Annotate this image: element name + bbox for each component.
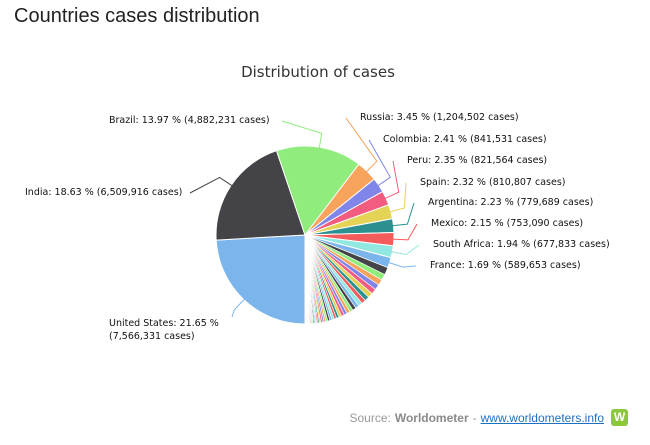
chart-title: Distribution of cases — [241, 63, 395, 81]
page-title: Countries cases distribution — [14, 5, 260, 27]
label-mexico: Mexico: 2.15 % (753,090 cases) — [431, 218, 583, 229]
label-connectors — [189, 117, 420, 318]
label-russia: Russia: 3.45 % (1,204,502 cases) — [360, 112, 519, 123]
pie-slices — [215, 145, 395, 325]
connector-russia — [345, 117, 378, 175]
connector-france — [385, 261, 417, 268]
connector-peru — [382, 160, 400, 201]
label-argentina: Argentina: 2.23 % (779,689 cases) — [428, 197, 593, 208]
label-united-states: United States: 21.65 % — [109, 318, 219, 329]
connector-mexico — [389, 223, 418, 241]
worldometer-logo-icon: W — [611, 409, 628, 426]
source-credit: Source: Worldometer - www.worldometers.i… — [349, 409, 628, 426]
connector-united-states — [231, 296, 247, 318]
label-spain: Spain: 2.32 % (810,807 cases) — [420, 177, 566, 188]
label-france: France: 1.69 % (589,653 cases) — [430, 260, 581, 271]
source-link[interactable]: www.worldometers.info — [480, 410, 604, 425]
connector-south-africa — [388, 244, 420, 256]
label-brazil: Brazil: 13.97 % (4,882,231 cases) — [109, 115, 270, 126]
source-name: Worldometer — [394, 410, 469, 425]
connector-spain — [386, 182, 407, 214]
connector-india — [189, 176, 235, 194]
label-peru: Peru: 2.35 % (821,564 cases) — [407, 155, 547, 166]
label-south-africa: South Africa: 1.94 % (677,833 cases) — [433, 239, 610, 250]
source-separator: - — [472, 410, 477, 425]
pie-chart: Distribution of cases United States: 21.… — [25, 63, 610, 342]
label-india: India: 18.63 % (6,509,916 cases) — [25, 187, 182, 198]
label-united-states-cases: (7,566,331 cases) — [109, 331, 195, 342]
source-prefix: Source: — [349, 410, 391, 425]
connector-colombia — [368, 139, 391, 188]
connector-argentina — [389, 202, 415, 227]
connector-brazil — [281, 120, 323, 152]
pie-slice-united-states[interactable] — [215, 234, 306, 325]
label-colombia: Colombia: 2.41 % (841,531 cases) — [383, 134, 547, 145]
slice-labels: United States: 21.65 % (7,566,331 cases) I… — [25, 112, 610, 342]
